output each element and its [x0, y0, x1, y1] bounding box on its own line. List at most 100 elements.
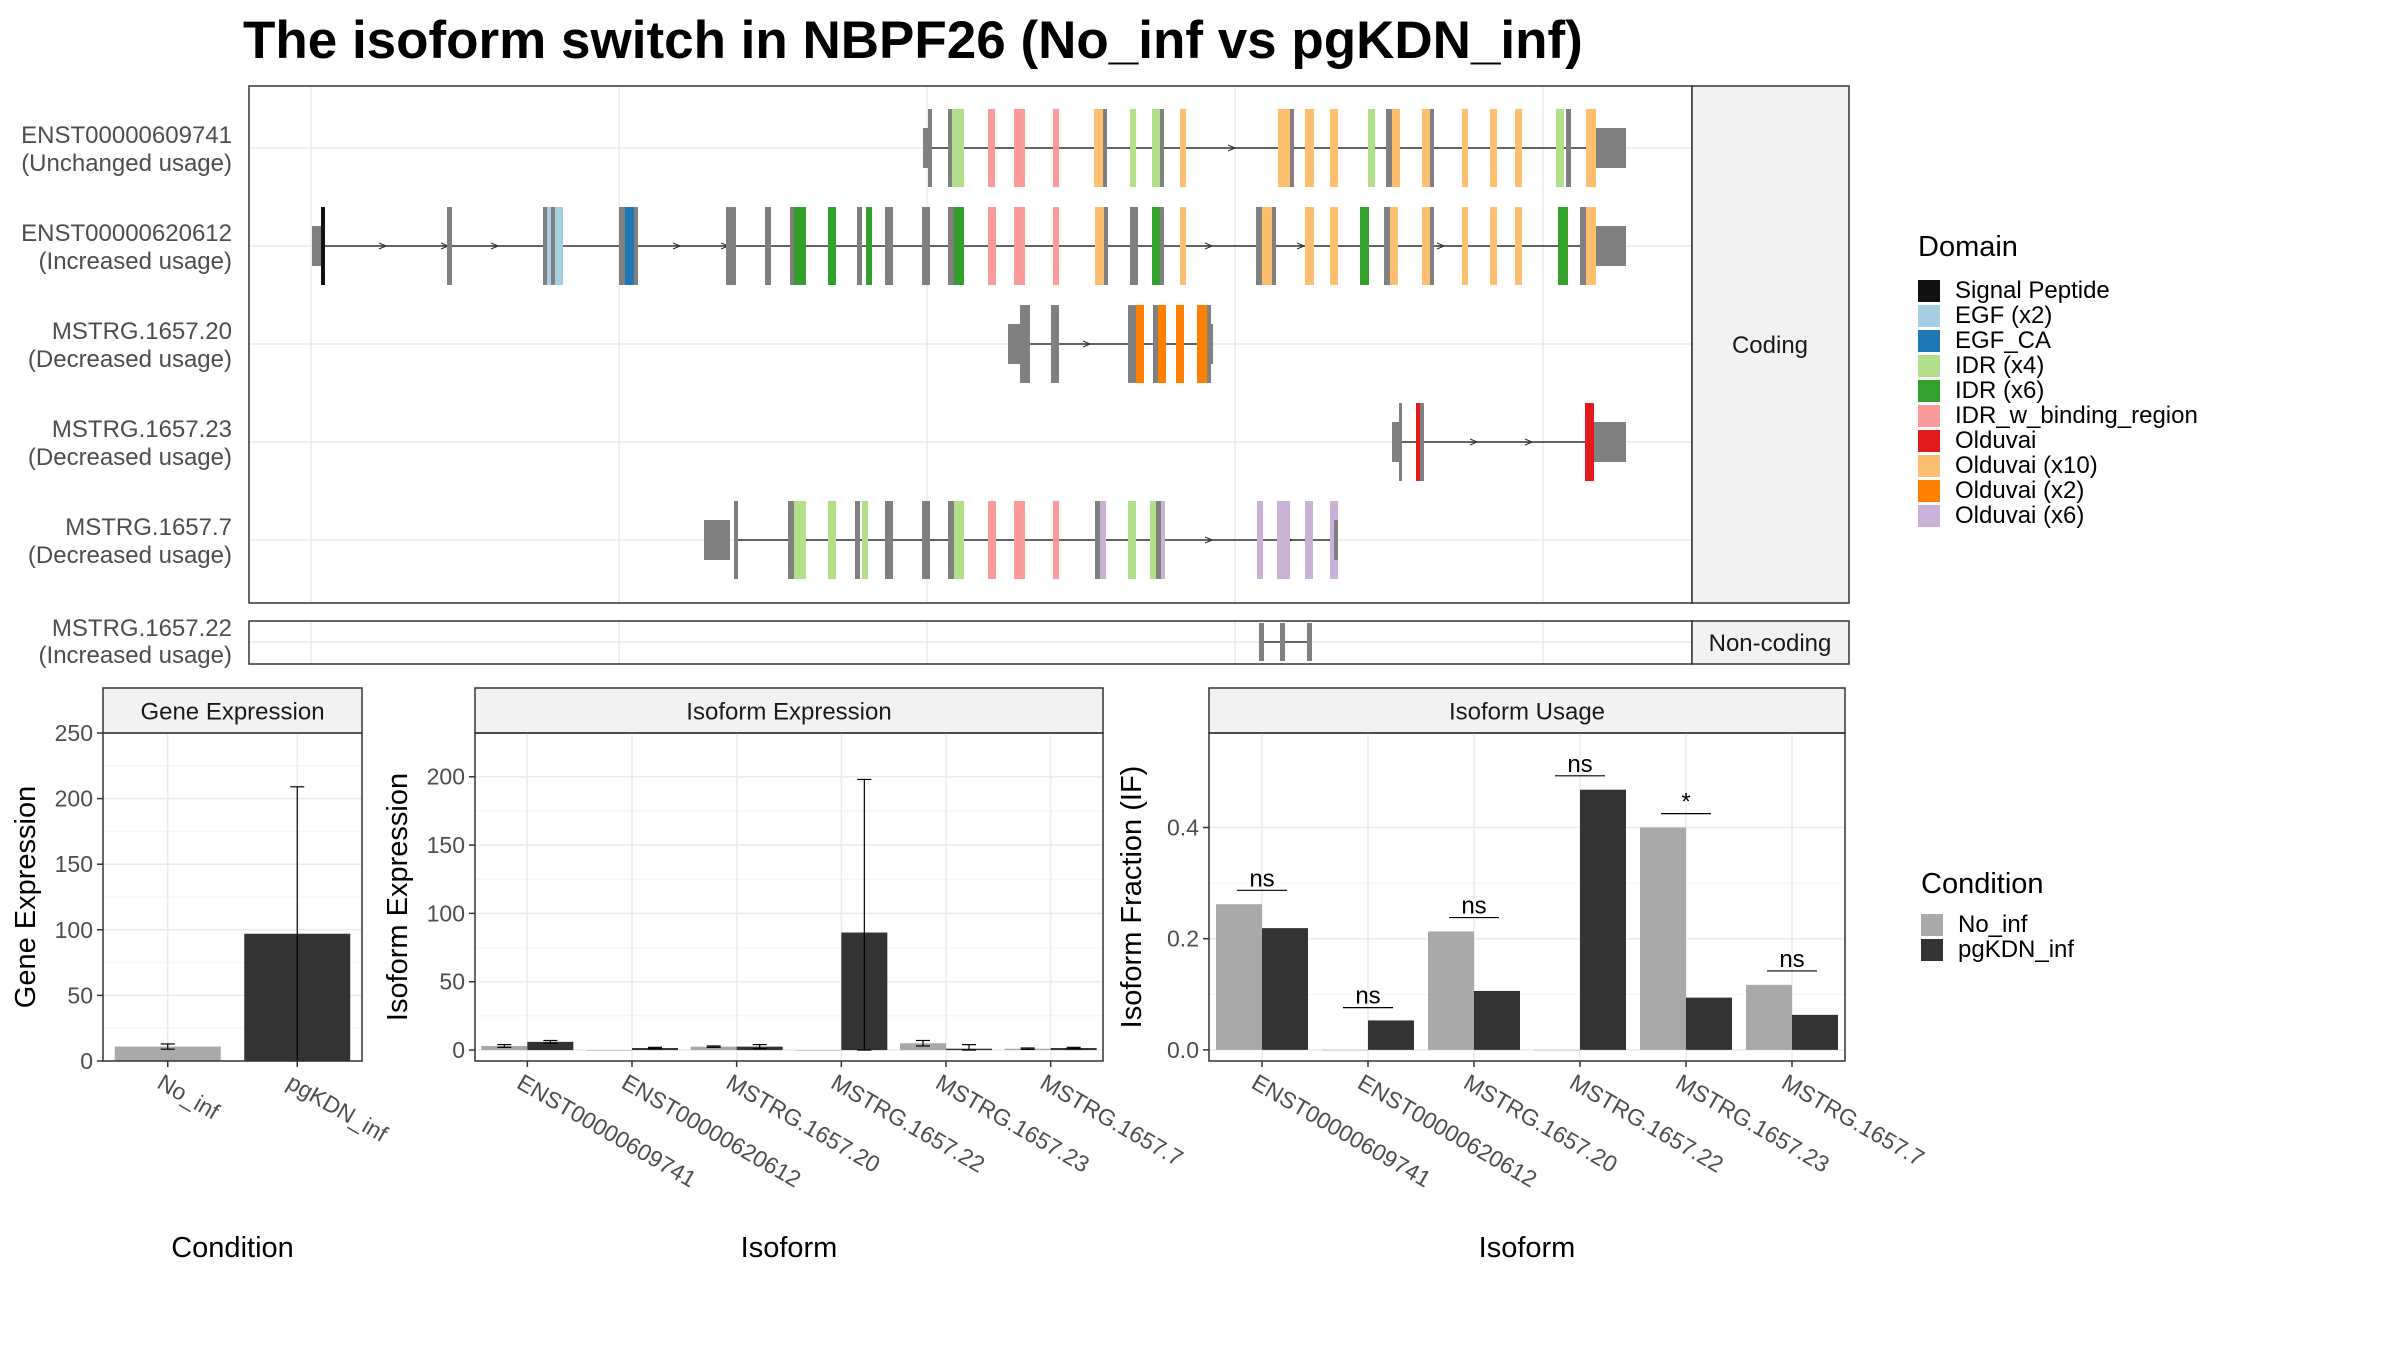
domain-legend-label: Signal Peptide [1955, 277, 2110, 304]
exon-block [1386, 109, 1392, 187]
exon-block [1152, 109, 1160, 187]
domain-legend-swatch [1918, 330, 1940, 352]
coding-strip-label: Coding [1732, 332, 1808, 359]
exon-block [1420, 403, 1424, 481]
exon-block [1259, 623, 1264, 661]
transcript-ENST00000609741 [923, 109, 1626, 187]
exon-block [1392, 422, 1399, 462]
exon-block [922, 501, 930, 579]
exon-block [1416, 403, 1421, 481]
transcript-ENST00000620612 [312, 207, 1626, 285]
y-tick-label: 0 [80, 1048, 93, 1074]
bar [1792, 1014, 1838, 1050]
domain-legend-label: Olduvai (x10) [1955, 452, 2098, 479]
exon-block [1515, 207, 1522, 285]
exon-block [828, 207, 836, 285]
domain-legend-label: Olduvai (x6) [1955, 502, 2084, 529]
bar [1428, 931, 1474, 1050]
bar [1746, 984, 1792, 1050]
isoform-row-3: MSTRG.1657.23 (Decreased usage) [28, 403, 1626, 481]
bar [1262, 928, 1308, 1050]
y-tick-label: 100 [55, 917, 93, 943]
isoform-row-4: MSTRG.1657.7 (Decreased usage) [28, 501, 1338, 579]
exon-block [1390, 207, 1398, 285]
exon-block [1278, 109, 1290, 187]
y-tick-label: 0.0 [1167, 1037, 1199, 1063]
direction-arrow [490, 242, 500, 250]
direction-arrow [1469, 438, 1479, 446]
panel-frame [1208, 732, 1846, 1062]
exon-block [922, 207, 930, 285]
exon-block [885, 501, 893, 579]
exon-block [1585, 403, 1594, 481]
panel-strip [474, 687, 1104, 734]
exon-block [1150, 501, 1156, 579]
exon-block [1100, 501, 1106, 579]
exon-block [855, 501, 860, 579]
exon-block [790, 207, 794, 285]
exon-block [1152, 207, 1160, 285]
panel-strip [102, 687, 363, 734]
significance-label: ns [1355, 983, 1380, 1010]
exon-block [765, 207, 771, 285]
exon-block [1104, 207, 1108, 285]
significance-label: * [1681, 789, 1690, 816]
transcript-MSTRG.1657.20 [1008, 305, 1213, 383]
y-tick-label: 200 [55, 786, 93, 812]
isoform-usage-label: (Unchanged usage) [21, 150, 232, 177]
x-axis-title: Isoform [1479, 1232, 1576, 1264]
domain-legend-swatch [1918, 280, 1940, 302]
exon-block [954, 207, 964, 285]
exon-block [1158, 305, 1166, 383]
direction-arrow [1524, 438, 1534, 446]
y-tick-label: 0 [452, 1037, 465, 1063]
isoform-usage-label: (Decreased usage) [28, 444, 232, 471]
direction-arrow [378, 242, 388, 250]
exon-block [1462, 109, 1468, 187]
exon-block [1256, 207, 1262, 285]
exon-block [988, 207, 996, 285]
y-tick-label: 150 [427, 832, 465, 858]
panel-title: Gene Expression [140, 699, 324, 726]
exon-block [988, 109, 995, 187]
x-tick-label: pgKDN_inf [283, 1069, 393, 1147]
transcript-MSTRG.1657.7 [704, 501, 1338, 579]
exon-block [1156, 501, 1161, 579]
bar [1474, 990, 1520, 1050]
exon-block [1197, 305, 1207, 383]
exon-block [1305, 501, 1313, 579]
domain-legend-swatch [1918, 305, 1940, 327]
exon-block [625, 207, 634, 285]
bar [690, 1046, 737, 1051]
isoform-expression-chart: Isoform Expression 0 50 100 150 200 ENST000006… [382, 687, 1188, 1264]
exon-block [1130, 109, 1136, 187]
bar [1368, 1020, 1414, 1050]
domain-legend-title: Domain [1918, 231, 2018, 263]
y-axis-title: Isoform Fraction (IF) [1116, 766, 1148, 1029]
y-tick-label: 150 [55, 851, 93, 877]
exon-block [1272, 207, 1276, 285]
condition-legend-label: No_inf [1958, 911, 2028, 938]
exon-block [1330, 207, 1338, 285]
exon-block [1161, 501, 1165, 579]
exon-block [543, 207, 547, 285]
y-tick-label: 50 [439, 969, 465, 995]
exon-block [634, 207, 638, 285]
significance-label: ns [1779, 946, 1804, 973]
y-tick-label: 50 [67, 982, 93, 1008]
bar [1216, 904, 1262, 1050]
exon-block [1136, 305, 1144, 383]
isoform-id-label: MSTRG.1657.23 [52, 416, 232, 443]
exon-block [1586, 109, 1596, 187]
bar [1640, 827, 1686, 1050]
exon-block [1095, 501, 1100, 579]
significance-label: ns [1567, 751, 1592, 778]
domain-legend-swatch [1918, 505, 1940, 527]
domain-legend-swatch [1918, 355, 1940, 377]
exon-block [954, 501, 964, 579]
exon-block [1305, 207, 1314, 285]
isoform-usage-chart: Isoform Usage ns ns ns ns * ns 0.0 0.2 0.4 ENST000… [1116, 687, 1929, 1264]
isoform-id-label: MSTRG.1657.22 [52, 615, 232, 642]
